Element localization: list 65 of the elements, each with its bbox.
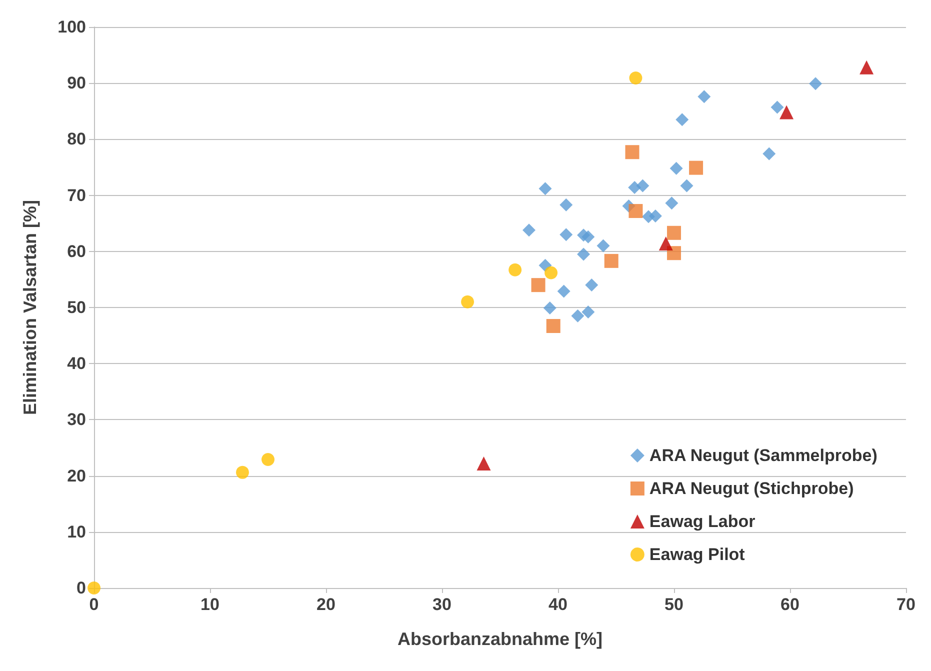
y-tick-label: 90 [67,74,86,93]
point [680,179,694,192]
point [780,105,794,120]
x-tick-label: 20 [316,595,336,614]
x-tick-label: 0 [89,595,99,614]
y-tick-label: 60 [67,242,86,261]
point [543,302,556,315]
y-tick-label: 20 [67,466,86,486]
point [698,90,711,104]
point [648,210,662,223]
x-tick-label: 70 [896,595,916,614]
x-axis-title: Absorbanzabnahme [%] [397,629,603,649]
legend-label: ARA Neugut (Stichprobe) [649,479,854,498]
y-tick-label: 100 [58,18,86,36]
point [762,147,776,160]
point [544,266,558,280]
point [636,179,650,192]
x-tick-label: 40 [548,595,568,614]
point [546,319,560,334]
y-tick-label: 0 [76,578,86,598]
point [461,295,474,308]
point [88,582,100,594]
point [676,113,689,126]
y-tick-label: 30 [67,410,86,430]
point [236,466,249,479]
point [531,278,546,292]
point [658,236,673,251]
y-axis-title: Elimination Valsartan [%] [20,200,40,416]
point [582,230,595,244]
point [770,100,784,114]
point [604,254,618,268]
point [557,284,570,298]
y-tick-label: 50 [67,298,86,317]
y-tick-label: 70 [67,186,86,205]
x-tick-label: 30 [432,595,452,614]
point [628,204,643,218]
point [860,60,874,74]
legend-label: Eawag Pilot [649,545,746,564]
point [689,160,704,175]
point [476,456,491,470]
point [665,196,678,210]
point [560,198,573,212]
y-tick-label: 40 [67,354,86,374]
point [585,278,598,292]
point [577,248,590,261]
x-tick-label: 60 [780,595,800,614]
point [560,228,573,242]
point [582,305,595,318]
y-tick-label: 80 [67,130,86,149]
point [538,182,552,196]
point [629,72,642,85]
legend-label: ARA Neugut (Sammelprobe) [649,446,878,465]
point [522,224,536,237]
point [508,263,522,276]
point [625,145,640,160]
point [667,226,681,240]
x-tick-label: 10 [200,595,220,614]
point [262,453,274,466]
y-tick-label: 10 [67,522,86,542]
point [571,309,584,322]
x-tick-label: 50 [664,595,684,614]
point [670,162,683,175]
legend-label: Eawag Labor [649,512,756,531]
point [596,239,610,252]
point [809,77,822,90]
